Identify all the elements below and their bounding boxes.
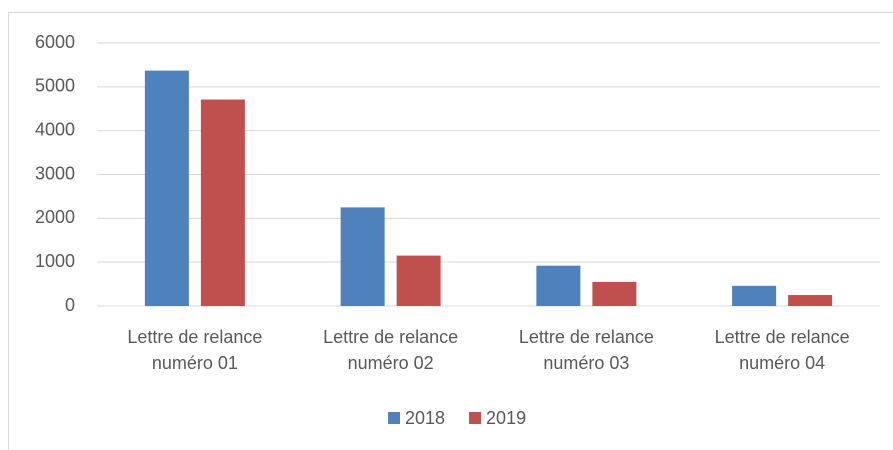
bar [536,265,581,306]
bar [788,295,833,306]
legend-swatch [469,412,482,424]
bar [200,99,245,306]
y-tick-label: 6000 [35,32,75,52]
x-tick-label: Lettre de relance numéro 01 [127,327,263,373]
bar [592,281,637,306]
y-tick-label: 5000 [35,76,75,96]
chart-border [8,12,893,450]
x-tick-label: Lettre de relance numéro 03 [518,327,654,373]
x-tick-label: Lettre de relance numéro 02 [323,327,459,373]
bar [396,255,441,306]
legend-swatch [388,412,400,424]
bar [732,285,777,306]
bar [340,207,385,306]
y-tick-label: 0 [65,295,75,315]
bar [144,70,189,307]
y-tick-label: 4000 [35,119,75,139]
y-tick-label: 2000 [35,207,75,227]
legend-label: 2018 [405,408,445,428]
y-tick-label: 1000 [35,251,75,271]
legend-label: 2019 [486,408,526,428]
x-tick-label: Lettre de relance numéro 04 [714,327,850,373]
y-tick-label: 3000 [35,163,75,183]
